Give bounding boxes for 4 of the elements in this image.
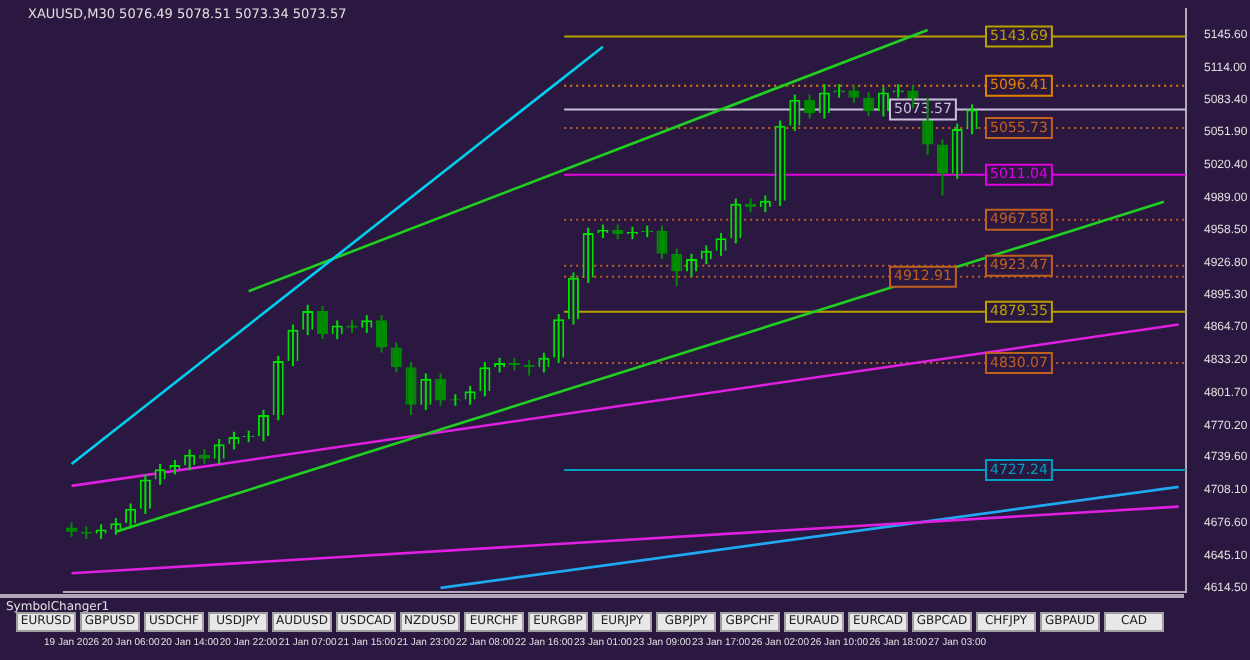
candlestick xyxy=(243,429,255,444)
candlestick xyxy=(641,224,653,239)
candlestick xyxy=(745,197,757,214)
candlestick xyxy=(597,223,609,240)
